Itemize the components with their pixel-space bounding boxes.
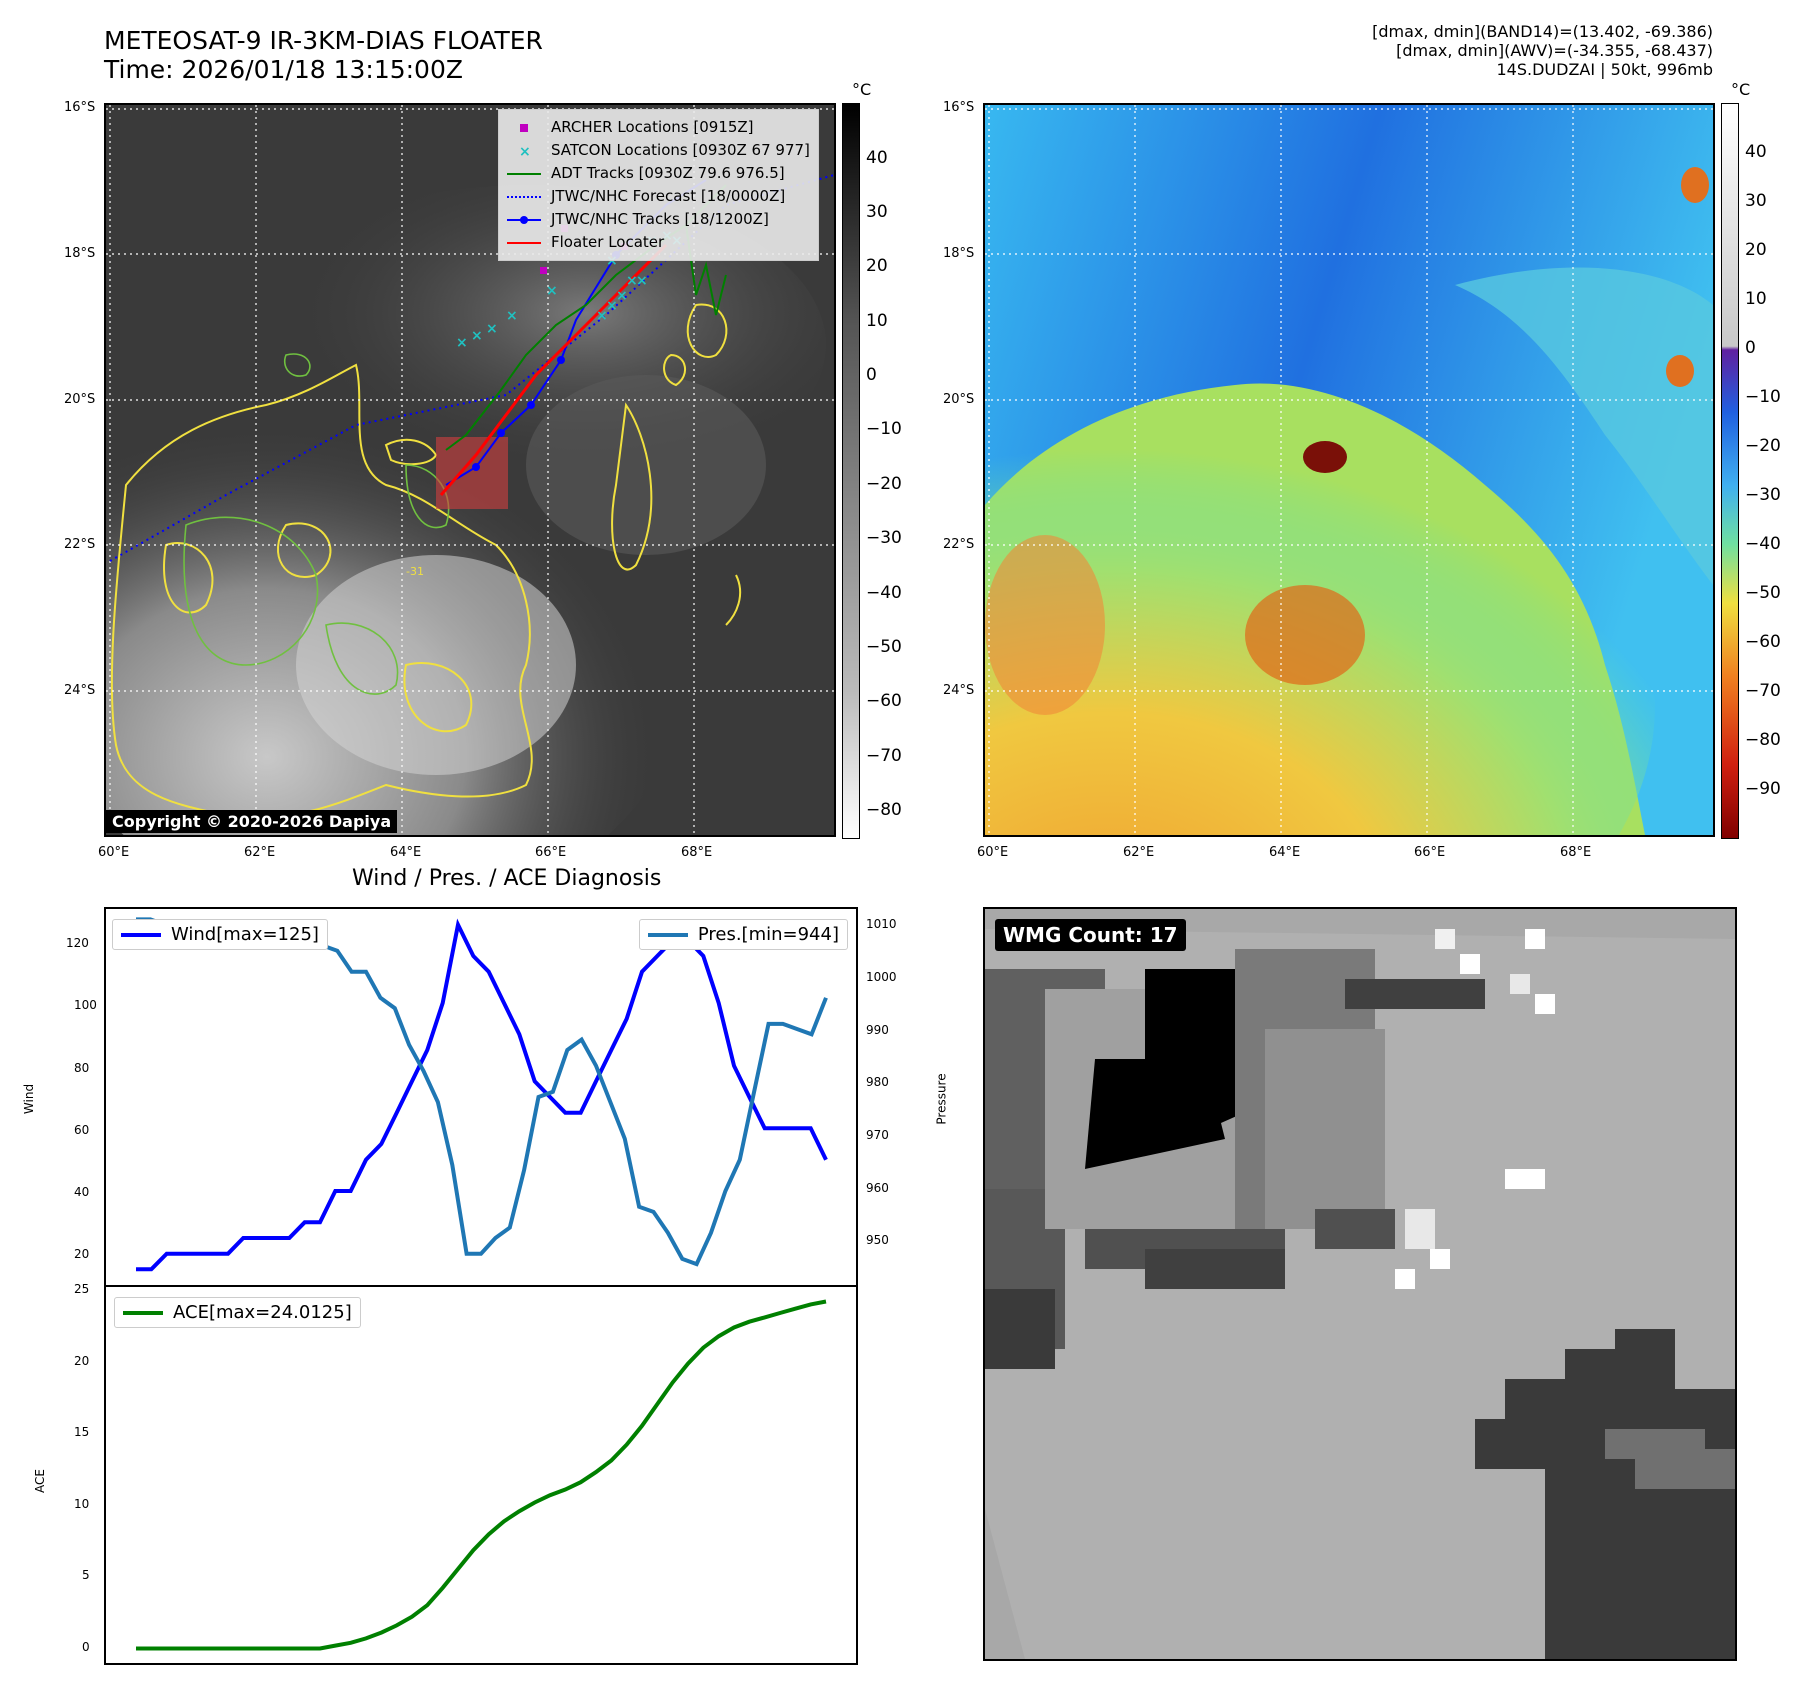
lon-label: 62°E [244,845,276,860]
svg-text:×: × [471,328,483,344]
archer-marker-icon [507,121,541,135]
wind-pres-panel: Wind[max=125] Pres.[min=944] [104,907,858,1287]
wmg-svg [985,909,1735,1659]
figure-title: METEOSAT-9 IR-3KM-DIAS FLOATER Time: 202… [104,26,543,84]
pres-axis-label: Pressure [934,1073,949,1125]
ace-line [136,1299,827,1651]
jtwc-line-icon [507,213,541,227]
lon-label: 64°E [1269,845,1301,860]
lon-label: 60°E [977,845,1009,860]
ace-svg [136,1299,827,1651]
pres-legend-line-icon [647,932,688,937]
title-line2: Time: 2026/01/18 13:15:00Z [104,55,463,84]
lat-label: 16°S [943,100,975,115]
lon-label: 60°E [98,845,130,860]
wmg-count-badge: WMG Count: 17 [995,919,1186,951]
lat-label: 18°S [943,246,975,261]
legend-item-floater: Floater Locater [507,231,810,254]
stats-text: [dmax, dmin](BAND14)=(13.402, -69.386) [… [1372,22,1713,79]
forecast-track [109,174,834,562]
wind-axis-label: Wind [22,1083,37,1115]
lat-label: 22°S [64,537,96,552]
ir-map-panel: ××× ××× ××× ××× ×× -31 ARCHER Locations … [104,103,836,837]
map-legend: ARCHER Locations [0915Z] × SATCON Locati… [498,109,819,261]
legend-item-jtwc: JTWC/NHC Tracks [18/1200Z] [507,208,810,231]
svg-text:×: × [486,321,498,337]
gray-colorbar [842,103,860,839]
svg-text:×: × [506,308,518,324]
lat-label: 24°S [943,683,975,698]
lat-label: 24°S [64,683,96,698]
colorbar-unit: °C [1731,80,1751,99]
contour-label: -31 [406,565,424,578]
lat-label: 20°S [64,392,96,407]
svg-text:×: × [606,253,618,269]
legend-item-forecast: JTWC/NHC Forecast [18/0000Z] [507,185,810,208]
satcon-marker-icon: × [519,143,531,160]
wmg-panel: WMG Count: 17 [983,907,1737,1661]
svg-text:×: × [596,308,608,324]
awv-map-svg [985,105,1713,835]
lat-label: 18°S [64,246,96,261]
lat-label: 20°S [943,392,975,407]
title-line1: METEOSAT-9 IR-3KM-DIAS FLOATER [104,26,543,55]
color-colorbar [1721,103,1739,839]
diagnosis-title: Wind / Pres. / ACE Diagnosis [352,866,662,891]
svg-text:×: × [616,288,628,304]
svg-text:×: × [606,298,618,314]
lon-label: 62°E [1123,845,1155,860]
lat-label: 16°S [64,100,96,115]
lon-label: 64°E [390,845,422,860]
ace-legend-line-icon [123,1310,163,1315]
wind-line [136,918,828,1272]
legend-item-archer: ARCHER Locations [0915Z] [507,116,810,139]
legend-item-adt: ADT Tracks [0930Z 79.6 976.5] [507,162,810,185]
pres-line [136,917,828,1267]
awv-map-panel [983,103,1715,837]
svg-text:×: × [626,273,638,289]
legend-item-satcon: × SATCON Locations [0930Z 67 977] [507,139,810,162]
stats-line2: [dmax, dmin](AWV)=(-34.355, -68.437) [1396,41,1713,60]
ace-legend: ACE[max=24.0125] [114,1297,361,1328]
pres-legend: Pres.[min=944] [638,919,848,950]
lat-label: 22°S [943,537,975,552]
lon-label: 66°E [1414,845,1446,860]
wind-legend-line-icon [121,932,161,937]
stats-line1: [dmax, dmin](BAND14)=(13.402, -69.386) [1372,22,1713,41]
copyright-badge: Copyright © 2020-2026 Dapiya [106,810,398,833]
svg-text:×: × [636,273,648,289]
wind-pres-svg [136,917,828,1272]
forecast-line-icon [507,190,541,204]
lon-label: 68°E [1560,845,1592,860]
colorbar-unit: °C [852,80,872,99]
wind-legend: Wind[max=125] [112,919,328,950]
floater-box [436,437,508,509]
floater-line-icon [507,236,541,250]
lon-label: 66°E [535,845,567,860]
svg-text:×: × [546,283,558,299]
ace-panel: ACE[max=24.0125] [104,1285,858,1665]
svg-text:×: × [456,335,468,351]
floater-line [439,243,668,496]
adt-line-icon [507,167,541,181]
ace-axis-label: ACE [32,1469,47,1493]
lon-label: 68°E [681,845,713,860]
stats-line3: 14S.DUDZAI | 50kt, 996mb [1496,60,1714,79]
